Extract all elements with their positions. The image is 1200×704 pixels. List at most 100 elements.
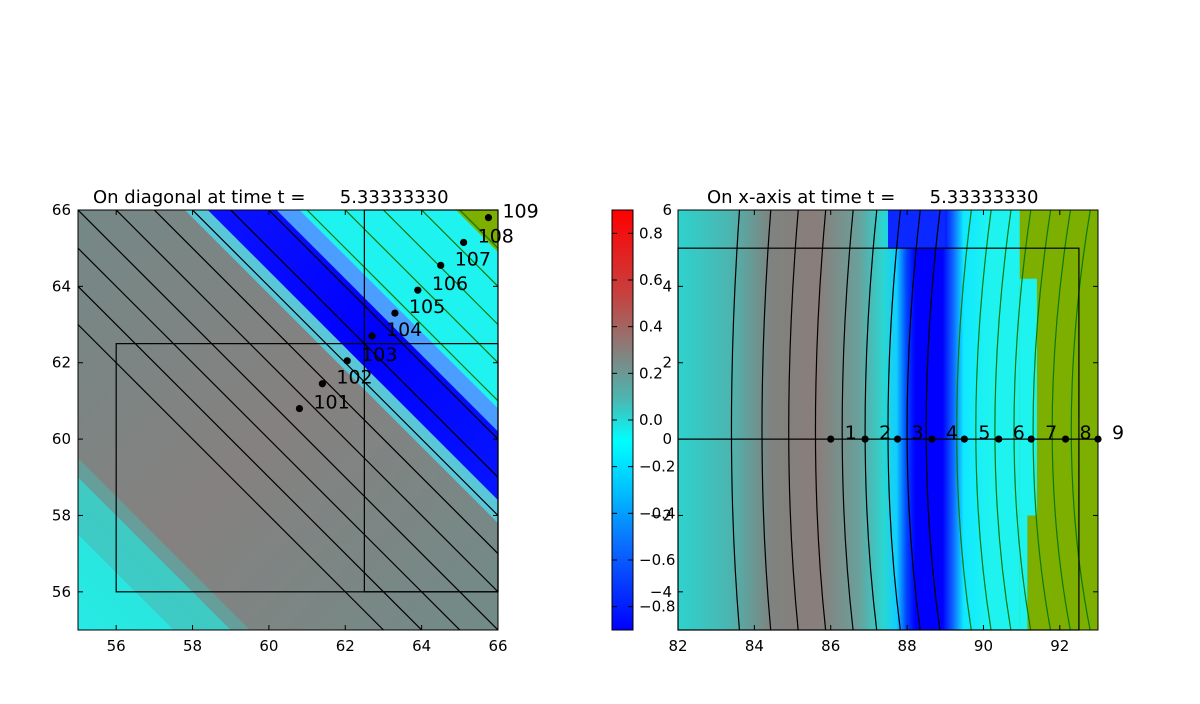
probe-point	[460, 238, 468, 247]
cyan-region	[299, 210, 498, 409]
colorbar-ticks: 0.8 0.6 0.4 0.2 0.0 −0.2 −0.4 −0.6 −0.8	[612, 224, 675, 616]
probe-label: 6	[1013, 422, 1025, 444]
x-tick-label: 58	[183, 637, 202, 655]
y-tick-label: 58	[52, 506, 71, 524]
gray-band-edge	[78, 458, 250, 630]
probe-point	[368, 332, 376, 340]
contour-line	[887, 210, 902, 630]
cyan-step	[1019, 278, 1037, 516]
contour-line	[814, 210, 827, 630]
probe-point	[414, 286, 422, 294]
contour-line	[925, 210, 941, 630]
blue-band	[207, 210, 498, 501]
x-tick-label: 62	[336, 637, 355, 655]
contour-line	[458, 210, 498, 250]
cyan-step	[1019, 515, 1028, 630]
probe-label: 3	[912, 422, 924, 444]
contour-line	[1013, 210, 1032, 630]
colorbar-tick-label: −0.4	[639, 504, 675, 522]
blue-band-edge-low	[184, 210, 498, 524]
contour-line	[841, 210, 854, 630]
probe-label: 1	[845, 422, 857, 444]
colorbar-tick-label: 0.2	[639, 364, 663, 382]
xaxis-axes-frame	[677, 209, 1099, 631]
diagonal-panel: On diagonal at time t = 5.33333330 101 10…	[52, 187, 539, 655]
probe-point	[827, 435, 835, 443]
probe-point	[318, 380, 326, 388]
contour-line	[153, 210, 498, 555]
probe-point	[995, 435, 1003, 443]
colorbar-tick-label: −0.6	[639, 551, 675, 569]
contour-line	[761, 210, 772, 630]
y-tick-label: 2	[662, 354, 672, 372]
probe-label: 9	[1112, 422, 1124, 444]
y-tick-label: 6	[662, 201, 672, 219]
probe-label: 105	[409, 296, 445, 318]
contour-line	[906, 210, 921, 630]
x-tick-label: 84	[745, 637, 764, 655]
colorbar-tick-label: 0.6	[639, 271, 663, 289]
x-tick-label: 82	[668, 637, 687, 655]
probe-point	[1061, 435, 1070, 443]
probe-label: 104	[386, 319, 422, 341]
xaxis-panel-title: On x-axis at time t = 5.33333330	[707, 187, 1038, 208]
probe-point	[391, 309, 399, 317]
probe-label: 4	[946, 422, 958, 444]
contour-line	[788, 210, 799, 630]
probe-label: 108	[478, 225, 514, 247]
contour-line	[730, 210, 741, 630]
y-tick-label: 60	[52, 430, 71, 448]
probe-point	[861, 435, 869, 443]
contour-line	[344, 210, 498, 364]
probe-point	[343, 357, 351, 365]
contour-line	[306, 210, 498, 402]
probe-point	[484, 214, 493, 222]
colorbar-tick-label: 0.4	[639, 318, 663, 336]
y-tick-label: 0	[662, 430, 672, 448]
probe-label: 109	[502, 201, 538, 223]
xaxis-heatmap	[678, 210, 1098, 630]
probe-label: 102	[336, 367, 372, 389]
y-tick-label: −4	[650, 583, 672, 601]
colorbar-tick-label: −0.8	[639, 598, 675, 616]
y-tick-label: 64	[52, 277, 71, 295]
probe-point	[295, 404, 304, 413]
y-tick-label: 56	[52, 583, 71, 601]
contour-line	[268, 210, 498, 440]
x-tick-label: 86	[821, 637, 840, 655]
probe-label: 101	[313, 392, 349, 414]
contour-line	[1032, 210, 1052, 630]
contour-line	[1070, 210, 1091, 630]
probe-point	[893, 435, 902, 443]
colorbar-tick-label: 0.0	[639, 411, 663, 429]
probe-label: 5	[978, 422, 990, 444]
x-tick-label: 90	[974, 637, 993, 655]
contour-line	[956, 210, 972, 630]
probe-label: 8	[1080, 422, 1092, 444]
x-tick-label: 88	[898, 637, 917, 655]
y-tick-label: 66	[52, 201, 71, 219]
x-tick-label: 60	[259, 637, 278, 655]
colorbar-tick-label: −0.2	[639, 458, 675, 476]
probe-point	[960, 435, 968, 443]
contour-line	[1051, 210, 1072, 630]
probe-point	[928, 435, 936, 443]
y-tick-label: 4	[662, 277, 672, 295]
colorbar-tick-label: 0.8	[639, 224, 663, 242]
probe-label: 2	[879, 422, 891, 444]
contour-line	[115, 210, 498, 593]
diagonal-ticks: 56 58 60 62 64 66 56 58 60 62 64 66	[52, 201, 508, 655]
colorbar: 0.8 0.6 0.4 0.2 0.0 −0.2 −0.4 −0.6 −0.8	[611, 209, 675, 631]
probe-point	[437, 261, 445, 269]
probe-point	[1027, 435, 1035, 443]
y-tick-label: −2	[650, 506, 672, 524]
contour-line	[994, 210, 1012, 630]
contour-line	[78, 285, 423, 630]
contour-line	[864, 210, 878, 630]
blue-band-edge-high	[276, 210, 498, 432]
contour-line	[975, 210, 992, 630]
contour-line	[78, 323, 385, 630]
